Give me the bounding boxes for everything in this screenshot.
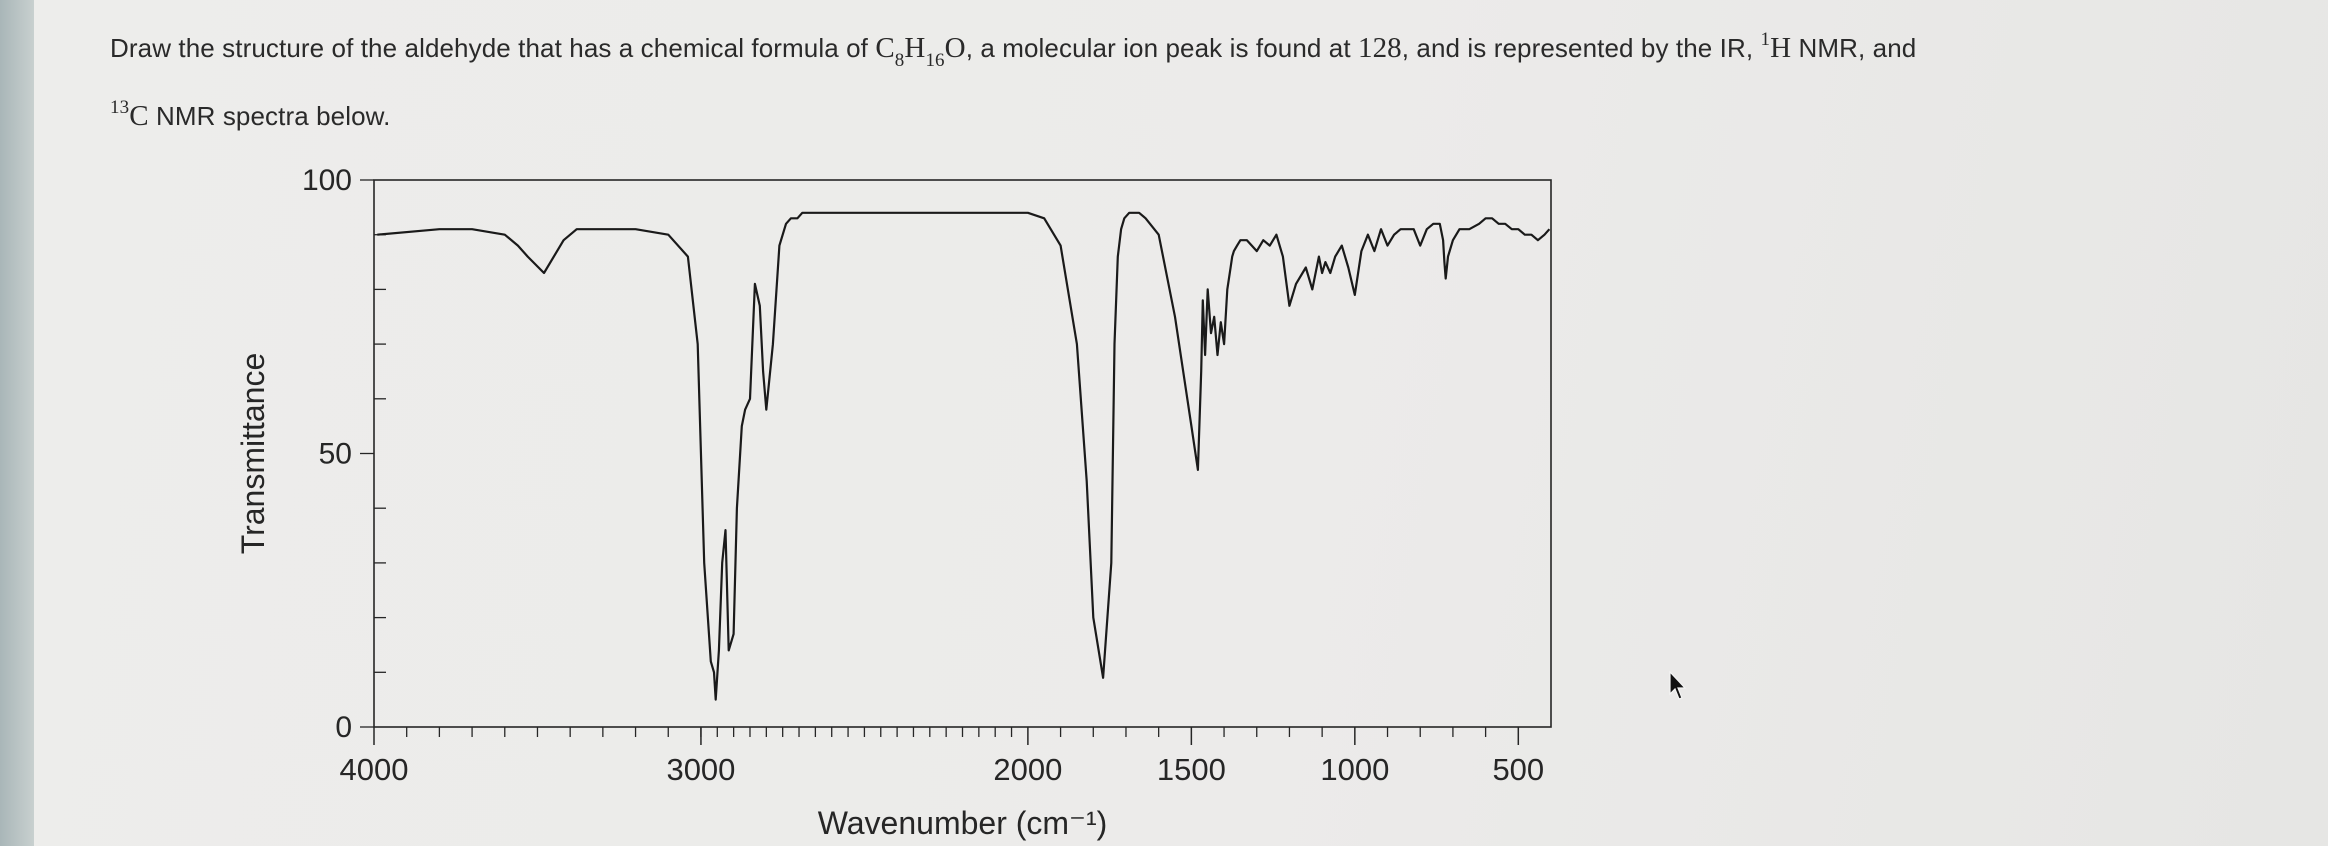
question-part-5: NMR spectra below.	[148, 101, 391, 131]
carbon-count: 8	[894, 50, 905, 71]
x-tick-label: 2000	[993, 752, 1062, 787]
molecular-ion-mass: 128	[1357, 32, 1402, 64]
y-tick-label: 0	[335, 711, 352, 744]
h-mass-number: 1	[1760, 29, 1771, 50]
x-tick-label: 4000	[340, 752, 409, 787]
question-part-1: Draw the structure of the aldehyde that …	[110, 33, 876, 63]
question-text: Draw the structure of the aldehyde that …	[110, 14, 2260, 150]
x-axis-label: Wavenumber (cm⁻¹)	[818, 805, 1108, 841]
question-part-2: , a molecular ion peak is found at	[965, 33, 1358, 63]
hydrogen-symbol: H	[904, 32, 926, 64]
window-left-edge	[0, 0, 34, 846]
hydrogen-count: 16	[925, 50, 945, 71]
x-tick-label: 500	[1492, 752, 1544, 787]
mouse-pointer-icon	[1669, 670, 1687, 700]
x-tick-label: 1000	[1320, 752, 1389, 787]
y-tick-label: 100	[302, 164, 352, 197]
x-tick-label: 1500	[1157, 752, 1226, 787]
carbon-symbol: C	[875, 32, 895, 64]
question-page	[34, 0, 2328, 846]
question-part-3: , and is represented by the IR,	[1401, 33, 1761, 63]
question-part-4: NMR, and	[1791, 33, 1917, 63]
y-axis-label: Transmittance	[235, 353, 271, 555]
c-nmr-symbol: C	[129, 100, 149, 132]
y-tick-label: 50	[319, 438, 352, 471]
h-nmr-symbol: H	[1770, 32, 1792, 64]
ir-spectrum-line	[377, 211, 1551, 701]
x-tick-label: 3000	[666, 752, 735, 787]
c-mass-number: 13	[110, 97, 130, 118]
oxygen-symbol: O	[944, 32, 966, 64]
